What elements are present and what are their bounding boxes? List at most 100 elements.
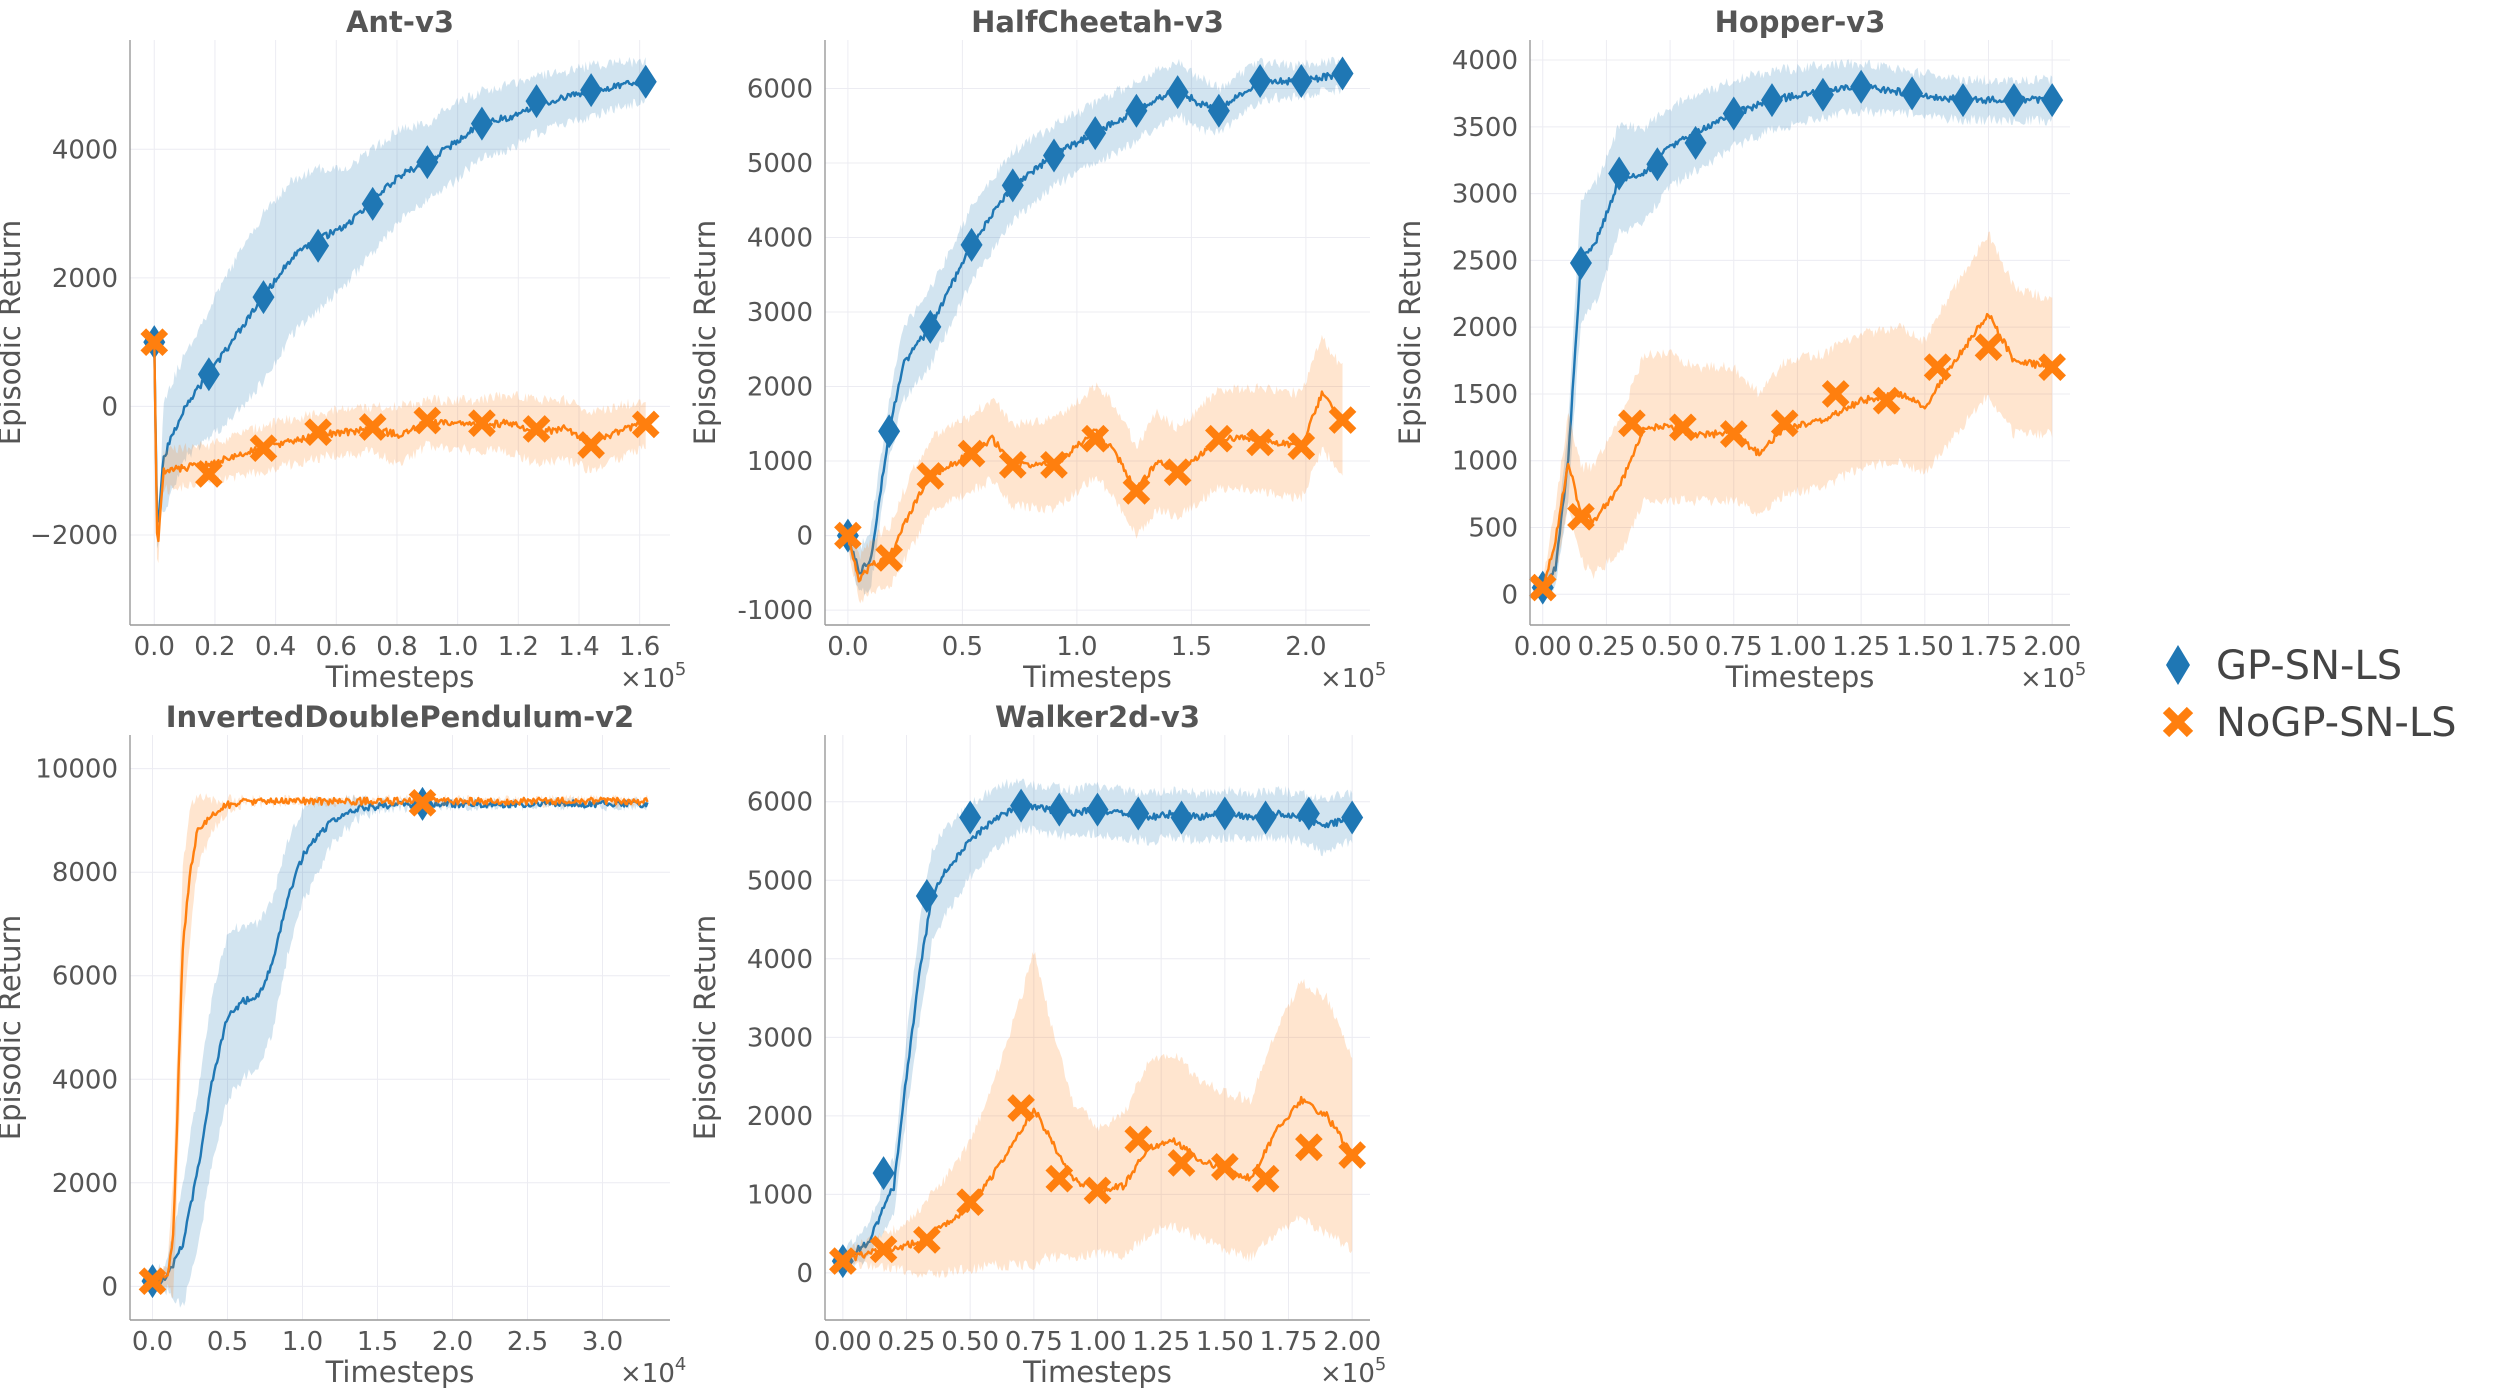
marker-x-nogp-sn-ls <box>1719 420 1748 448</box>
x-axis-exponent: 4 <box>675 1354 686 1375</box>
marker-x-nogp-sn-ls <box>1821 380 1850 408</box>
y-tick-label: 6000 <box>747 74 813 104</box>
marker-x-nogp-sn-ls <box>1045 1164 1074 1193</box>
marker-x-nogp-sn-ls <box>828 1247 857 1275</box>
marker-diamond-gp-sn-ls <box>1207 93 1230 128</box>
legend: GP-SN-LS NoGP-SN-LS <box>2162 643 2457 746</box>
subplot-title: InvertedDoublePendulum-v2 <box>166 700 635 734</box>
x-tick-label: 0.6 <box>316 632 357 662</box>
x-tick-label: 2.00 <box>2023 632 2081 662</box>
y-tick-label: 2000 <box>52 264 118 294</box>
marker-x-nogp-sn-ls <box>1122 477 1151 505</box>
line-nogp-sn-ls <box>1541 312 2054 592</box>
y-tick-label: 5000 <box>747 149 813 179</box>
marker-diamond-gp-sn-ls <box>252 280 275 315</box>
confidence-band-nogp-sn-ls <box>154 342 646 564</box>
x-tick-label: 2.0 <box>1285 632 1326 662</box>
x-tick-label: 0.2 <box>194 632 235 662</box>
y-tick-label: 3000 <box>1452 180 1518 210</box>
x-tick-label: 1.25 <box>1832 632 1890 662</box>
x-axis-exponent: 5 <box>2075 659 2086 680</box>
x-tick-label: 1.75 <box>1260 1327 1318 1357</box>
marker-diamond-gp-sn-ls <box>959 800 982 835</box>
x-tick-label: 1.6 <box>619 632 660 662</box>
y-tick-label: 4000 <box>747 223 813 253</box>
y-axis-label: Episodic Return <box>0 915 27 1141</box>
x-tick-label: 0.5 <box>942 632 983 662</box>
marker-x-nogp-sn-ls <box>577 431 605 459</box>
marker-diamond-gp-sn-ls <box>872 1156 895 1191</box>
marker-diamond-gp-sn-ls <box>580 73 603 108</box>
x-tick-label: 1.0 <box>282 1327 323 1357</box>
y-axis-label: Episodic Return <box>0 220 27 446</box>
x-axis-multiplier: ×105 <box>1320 659 1386 694</box>
y-axis-label: Episodic Return <box>1393 220 1427 446</box>
series-gp-sn-ls <box>141 786 649 1308</box>
marker-diamond-gp-sn-ls <box>1213 796 1236 831</box>
y-tick-label: 5000 <box>747 866 813 896</box>
subplot-ant-v3: 0.0 0.2 0.4 0.6 0.8 1.0 1.2 1.4 1.6 −2000 0 2000 400… <box>0 5 686 694</box>
marker-diamond-gp-sn-ls <box>1684 125 1707 160</box>
x-tick-label: 0.00 <box>1514 632 1572 662</box>
x-tick-label: 1.50 <box>1896 632 1954 662</box>
y-tick-label: 4000 <box>52 135 118 165</box>
y-tick-label: 1000 <box>747 1180 813 1210</box>
line-gp-sn-ls <box>153 78 647 523</box>
line-nogp-sn-ls <box>153 339 647 543</box>
marker-x-nogp-sn-ls <box>195 460 223 488</box>
subplot-hopper-v3: 0.00 0.25 0.50 0.75 1.00 1.25 1.50 1.75 2.00 0 500… <box>1393 5 2086 694</box>
marker-diamond-gp-sn-ls <box>1569 246 1592 281</box>
y-tick-label: −2000 <box>30 521 118 551</box>
marker-diamond-gp-sn-ls <box>1850 69 1873 104</box>
x-tick-label: 1.75 <box>1960 632 2018 662</box>
subplot-walker2d-v3: 0.00 0.25 0.50 0.75 1.00 1.25 1.50 1.75 2.00 0 100… <box>688 700 1386 1389</box>
marker-x-nogp-sn-ls <box>1083 1176 1112 1205</box>
x-axis-label: Timesteps <box>1725 660 1875 694</box>
subplot-title: Hopper-v3 <box>1715 5 1886 39</box>
marker-x-nogp-sn-ls <box>1872 386 1901 415</box>
y-tick-label: 0 <box>796 522 813 552</box>
subplots: 0.0 0.2 0.4 0.6 0.8 1.0 1.2 1.4 1.6−200002000400… <box>0 5 2086 1389</box>
legend-entry-gp-sn-ls: GP-SN-LS <box>2166 643 2402 689</box>
marker-x-nogp-sn-ls <box>1618 409 1646 438</box>
x-axis-exponent: 5 <box>1375 1354 1386 1375</box>
x-axis-label: Timesteps <box>325 1355 475 1389</box>
x-axis-multiplier: ×105 <box>2020 659 2086 694</box>
x-tick-label: 0.8 <box>376 632 417 662</box>
marker-x-nogp-sn-ls <box>1770 409 1799 438</box>
x-tick-label: 2.5 <box>507 1327 548 1357</box>
marker-x-nogp-sn-ls <box>1567 502 1595 531</box>
legend-label-gp-sn-ls: GP-SN-LS <box>2216 643 2402 689</box>
x-tick-label: 1.0 <box>437 632 478 662</box>
marker-x-nogp-sn-ls <box>1974 333 2003 362</box>
x-tick-label: 1.50 <box>1196 1327 1254 1357</box>
confidence-band-gp-sn-ls <box>152 794 648 1308</box>
x-tick-label: 0.5 <box>207 1327 248 1357</box>
marker-x-nogp-sn-ls <box>957 439 986 468</box>
x-tick-label: 0.25 <box>1577 632 1635 662</box>
marker-diamond-gp-sn-ls <box>1010 788 1033 823</box>
x-tick-label: 0.50 <box>1641 632 1699 662</box>
x-axis-exponent: 5 <box>675 659 686 680</box>
y-tick-label: 0 <box>796 1259 813 1289</box>
marker-diamond-gp-sn-ls <box>2041 83 2064 118</box>
y-tick-label: 3000 <box>747 298 813 328</box>
marker-diamond-gp-sn-ls <box>919 309 942 344</box>
y-tick-label: 2000 <box>747 373 813 403</box>
marker-diamond-gp-sn-ls <box>1249 63 1272 98</box>
legend-marker-x-icon <box>2162 706 2194 738</box>
marker-x-nogp-sn-ls <box>956 1188 984 1217</box>
x-tick-label: 1.4 <box>558 632 599 662</box>
x-tick-label: 0.0 <box>827 632 868 662</box>
marker-x-nogp-sn-ls <box>869 1235 898 1264</box>
marker-x-nogp-sn-ls <box>1163 458 1192 487</box>
marker-x-nogp-sn-ls <box>1211 1153 1239 1181</box>
x-axis-exponent: 5 <box>1375 659 1386 680</box>
marker-x-nogp-sn-ls <box>522 415 551 443</box>
marker-diamond-gp-sn-ls <box>197 357 220 392</box>
x-tick-label: 2.0 <box>432 1327 473 1357</box>
y-tick-label: 2000 <box>1452 313 1518 343</box>
y-tick-label: 500 <box>1468 514 1518 544</box>
y-tick-label: 6000 <box>52 962 118 992</box>
